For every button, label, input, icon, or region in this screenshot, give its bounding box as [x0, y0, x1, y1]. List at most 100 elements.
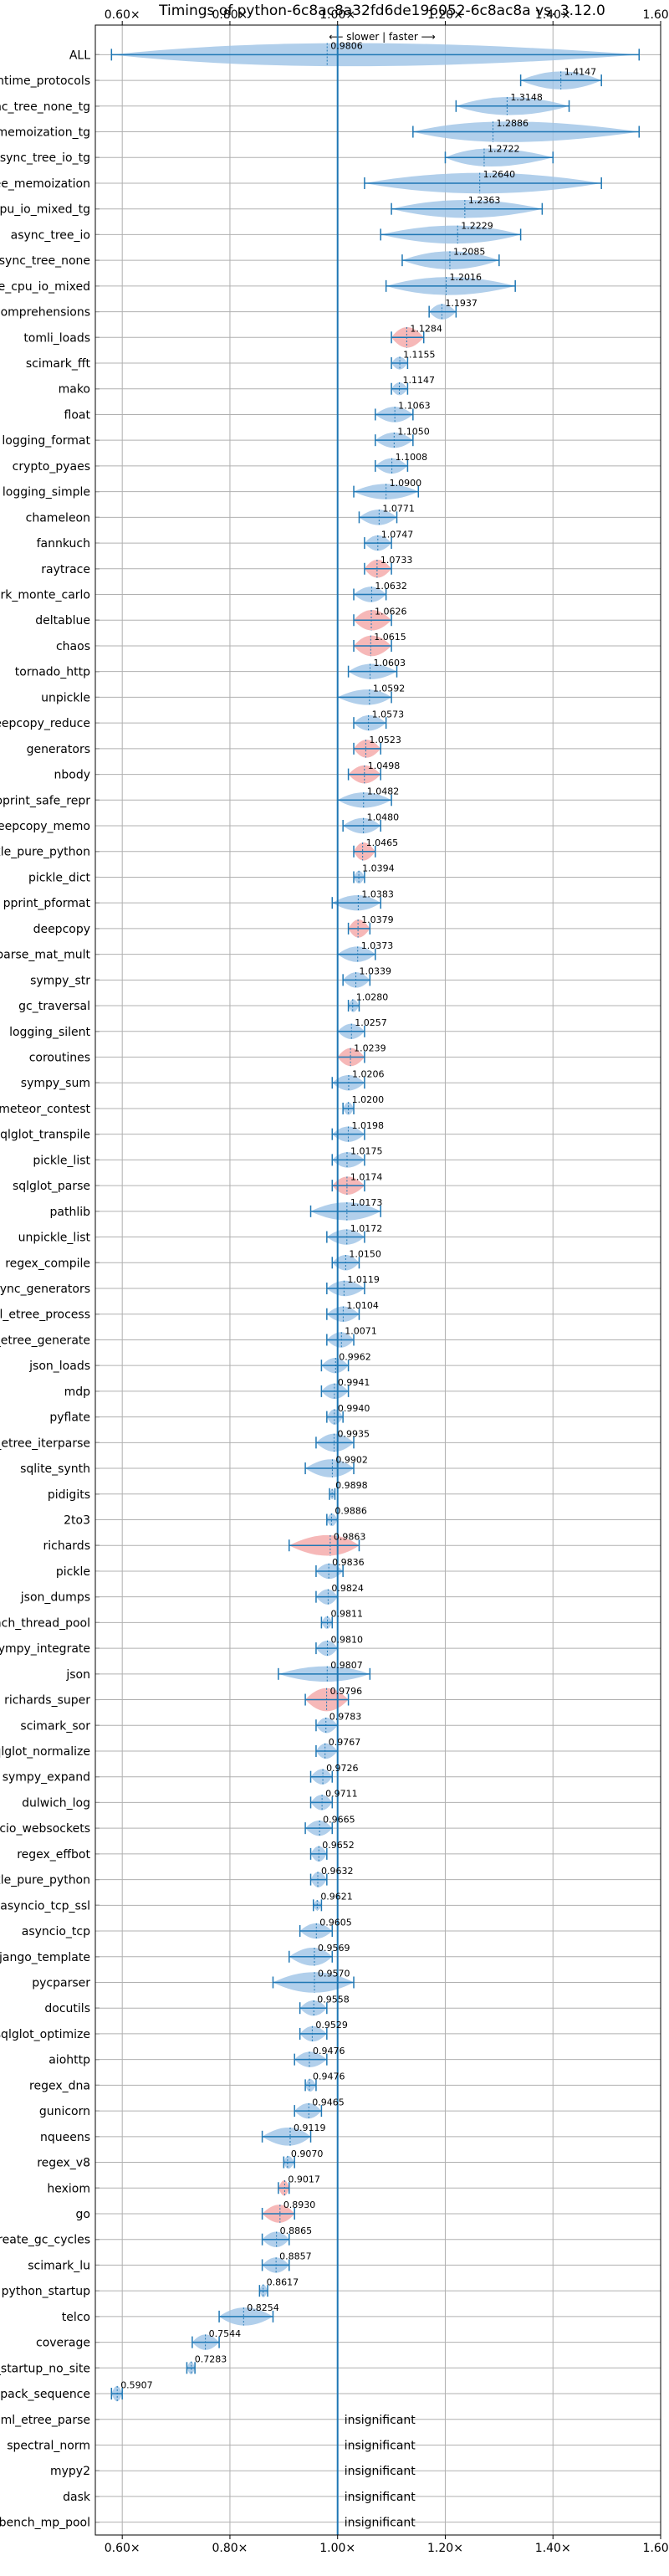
category-label: scimark_monte_carlo	[0, 589, 90, 602]
category-label: regex_compile	[5, 1257, 90, 1270]
insignificant-label: insignificant	[345, 2491, 416, 2504]
category-label: deltablue	[35, 614, 90, 627]
category-label: sympy_str	[30, 974, 90, 987]
value-label: 0.9017	[288, 2174, 320, 2184]
value-label: 1.0480	[367, 812, 400, 822]
value-label: 0.9605	[319, 1917, 352, 1928]
value-label: 1.0379	[361, 914, 394, 925]
category-label: async_tree_memoization	[0, 177, 90, 191]
value-label: 1.0172	[350, 1223, 383, 1234]
category-label: chaos	[56, 640, 90, 653]
category-label: nbody	[54, 769, 91, 782]
value-label: 1.2363	[468, 195, 501, 206]
value-label: 0.9569	[318, 1943, 350, 1954]
category-label: sqlglot_transpile	[0, 1129, 90, 1142]
category-label: coroutines	[29, 1052, 90, 1065]
category-label: logging_simple	[3, 486, 90, 499]
category-label: asyncio_tcp	[22, 1925, 90, 1938]
category-label: gc_traversal	[18, 1000, 90, 1013]
category-label: async_tree_io_tg	[0, 151, 90, 165]
value-label: 0.9824	[331, 1583, 364, 1594]
value-label: 0.8254	[247, 2302, 279, 2313]
value-label: 1.1050	[397, 426, 430, 437]
value-label: 1.1155	[403, 349, 436, 360]
value-label: 0.9836	[332, 1557, 365, 1568]
value-label: 0.9570	[318, 1969, 350, 1979]
category-label: regex_v8	[37, 2157, 90, 2170]
value-label: 1.0206	[352, 1068, 385, 1079]
category-label: raytrace	[41, 563, 90, 576]
plot-frame	[94, 24, 661, 2536]
value-label: 1.2229	[461, 221, 493, 232]
value-label: 0.9783	[329, 1712, 362, 1723]
category-label: pickle_dict	[28, 871, 91, 884]
value-labels: 0.9806 1.4147 1.3148 1.2886 1.2722 1.2640 1.23…	[120, 41, 596, 2530]
category-label: aiohttp	[49, 2054, 90, 2067]
x-tick-label-top: 1.60×	[643, 8, 669, 22]
category-label: async_generators	[0, 1283, 90, 1296]
category-label: sympy_integrate	[0, 1642, 90, 1656]
violins	[110, 43, 640, 2402]
value-label: 0.9962	[339, 1351, 371, 1362]
category-label: typing_runtime_protocols	[0, 74, 90, 88]
value-label: 0.9807	[330, 1660, 363, 1671]
category-label: sqlite_synth	[20, 1462, 90, 1476]
value-label: 0.9119	[294, 2123, 326, 2133]
value-label: 1.0373	[361, 940, 394, 951]
value-label: 0.9767	[329, 1737, 361, 1748]
category-label: pickle_pure_python	[0, 846, 90, 859]
value-label: 0.9940	[338, 1403, 370, 1414]
x-tick-label-top: 0.60×	[105, 8, 140, 22]
category-label: regex_effbot	[17, 1848, 90, 1862]
x-tick-label-bottom: 1.20×	[427, 2542, 463, 2555]
value-label: 0.9711	[325, 1789, 358, 1800]
category-label: async_tree_memoization_tg	[0, 126, 90, 140]
category-label: tornado_http	[15, 666, 90, 679]
category-label: richards_super	[4, 1694, 90, 1708]
insignificant-label: insignificant	[345, 2439, 416, 2452]
value-label: 0.9652	[322, 1840, 355, 1851]
value-label: 0.9941	[338, 1377, 370, 1388]
value-label: 1.2085	[453, 246, 486, 257]
value-label: 1.0394	[362, 863, 395, 874]
x-tick-label-bottom: 1.00×	[319, 2542, 355, 2555]
value-label: 1.1147	[403, 375, 435, 386]
category-label: pyflate	[49, 1411, 90, 1425]
value-label: 1.0175	[350, 1146, 383, 1157]
value-label: 1.1284	[410, 324, 442, 335]
category-label: tomli_loads	[23, 331, 90, 345]
value-label: 1.0771	[382, 504, 415, 515]
value-label: 1.0119	[347, 1274, 380, 1285]
value-label: 1.0603	[374, 658, 406, 668]
value-label: 1.3148	[510, 92, 543, 103]
value-label: 1.0071	[345, 1326, 377, 1337]
x-tick-label-bottom: 1.40×	[535, 2542, 571, 2555]
category-label: richards	[43, 1539, 91, 1553]
category-label: xml_etree_process	[0, 1308, 90, 1322]
category-label: xml_etree_generate	[0, 1334, 90, 1347]
category-label: fannkuch	[37, 537, 90, 551]
category-label: float	[64, 408, 91, 422]
category-label: bench_mp_pool	[0, 2517, 90, 2530]
value-label: 0.9558	[317, 1994, 350, 2005]
value-label: 1.0280	[356, 991, 389, 1002]
value-label: 0.8857	[279, 2251, 312, 2262]
category-label: json_dumps	[20, 1591, 90, 1605]
category-label: crypto_pyaes	[13, 460, 90, 474]
value-label: 0.7283	[195, 2354, 227, 2365]
category-label: logging_format	[2, 434, 90, 448]
category-label: pprint_safe_repr	[0, 794, 90, 807]
category-label: asyncio_websockets	[0, 1822, 90, 1836]
value-label: 1.0482	[367, 786, 400, 797]
chart-title: Timings of python-6c8ac8a32fd6de196052-6…	[158, 3, 605, 19]
category-label: docutils	[44, 2002, 90, 2015]
value-label: 1.1937	[445, 298, 477, 309]
x-tick-label-bottom: 0.60×	[105, 2542, 140, 2555]
x-tick-label-top: 1.40×	[535, 8, 571, 22]
value-label: 1.0465	[366, 837, 399, 848]
value-label: 1.0498	[368, 761, 401, 771]
category-label: async_tree_io	[11, 228, 90, 242]
category-label: unpickle_list	[18, 1232, 91, 1245]
category-label: telco	[62, 2311, 90, 2324]
